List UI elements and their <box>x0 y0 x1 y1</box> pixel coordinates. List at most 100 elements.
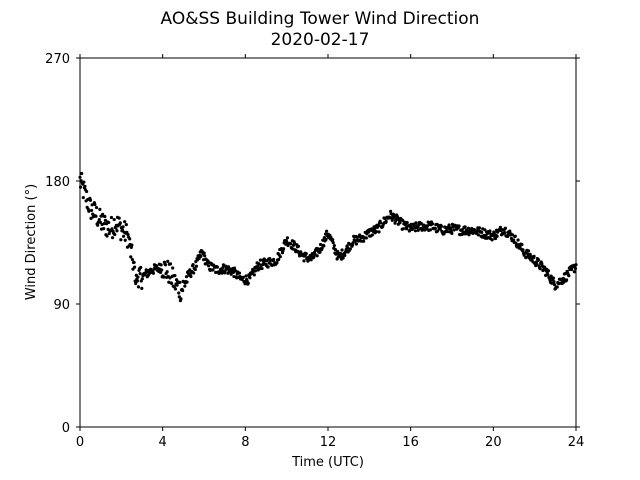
data-point <box>401 227 405 231</box>
data-point <box>447 223 451 227</box>
data-point <box>110 227 114 231</box>
data-point <box>343 253 347 258</box>
data-point <box>532 254 536 258</box>
y-axis: 0 90 180 270 <box>45 52 580 436</box>
data-point <box>173 273 177 278</box>
data-point <box>272 257 276 262</box>
data-point <box>452 228 456 232</box>
data-point <box>315 254 319 258</box>
data-point <box>405 227 409 231</box>
data-point <box>97 218 101 222</box>
data-point <box>252 273 256 277</box>
data-point <box>348 247 352 251</box>
data-point <box>90 203 94 207</box>
data-point <box>396 216 400 220</box>
y-tick-label: 0 <box>62 421 70 436</box>
data-point <box>98 207 102 211</box>
data-point <box>88 198 93 202</box>
data-point <box>121 225 125 229</box>
x-tick-label: 20 <box>485 435 502 450</box>
data-point <box>278 255 282 259</box>
data-point <box>565 278 569 282</box>
data-point <box>296 244 301 248</box>
data-point <box>121 234 126 238</box>
data-point <box>133 265 137 269</box>
data-point <box>546 273 550 277</box>
data-point <box>80 171 84 176</box>
data-point <box>376 223 381 228</box>
data-point <box>390 218 394 222</box>
data-point <box>139 265 143 270</box>
data-point <box>503 231 507 235</box>
data-point <box>510 233 515 237</box>
data-point <box>439 224 443 229</box>
data-point <box>183 284 187 288</box>
data-point <box>466 226 471 230</box>
data-point <box>302 259 306 263</box>
x-tick-label: 8 <box>241 435 249 450</box>
data-point <box>155 264 159 268</box>
data-point <box>535 262 539 266</box>
data-point <box>257 262 261 266</box>
data-point <box>103 218 107 222</box>
data-point <box>102 227 106 231</box>
data-point <box>94 205 99 210</box>
data-point <box>430 222 435 226</box>
data-point <box>546 269 551 273</box>
data-point <box>136 285 141 289</box>
data-point <box>309 258 313 262</box>
data-point <box>119 238 123 242</box>
data-point <box>325 229 329 233</box>
data-point <box>105 234 109 238</box>
data-point <box>78 185 83 189</box>
data-point <box>389 209 393 213</box>
data-point <box>393 221 397 225</box>
data-point <box>520 242 524 247</box>
data-point <box>536 258 541 262</box>
data-point <box>413 229 418 233</box>
data-point <box>483 228 487 232</box>
data-point <box>449 227 453 231</box>
data-point <box>136 275 140 279</box>
data-point <box>130 257 135 262</box>
data-point <box>120 228 125 232</box>
data-point <box>112 217 116 222</box>
data-point <box>256 264 260 268</box>
data-point <box>275 261 279 265</box>
data-point <box>221 265 225 270</box>
data-point <box>191 263 195 267</box>
data-point <box>123 220 127 224</box>
data-point <box>552 282 557 287</box>
data-point <box>241 275 245 279</box>
data-point <box>194 264 199 268</box>
data-point <box>138 272 142 276</box>
data-point <box>331 241 335 245</box>
data-point <box>220 271 224 275</box>
data-point <box>166 259 170 263</box>
data-point <box>89 216 93 220</box>
data-point <box>107 231 111 236</box>
data-point <box>572 270 576 274</box>
data-points <box>78 171 578 303</box>
chart-title: AO&SS Building Tower Wind Direction <box>161 9 480 29</box>
data-point <box>526 252 530 256</box>
data-point <box>551 276 555 280</box>
x-tick-label: 24 <box>568 435 585 450</box>
data-point <box>81 195 85 200</box>
data-point <box>313 252 317 256</box>
data-point <box>495 234 499 238</box>
data-point <box>96 223 100 227</box>
data-point <box>126 233 130 237</box>
data-point <box>110 236 115 240</box>
data-point <box>289 242 293 246</box>
data-point <box>189 274 193 279</box>
data-point <box>493 236 498 241</box>
data-point <box>89 208 94 213</box>
data-point <box>373 227 377 231</box>
data-point <box>417 223 421 227</box>
data-point <box>151 271 155 275</box>
data-point <box>569 267 574 272</box>
data-point <box>340 248 344 252</box>
data-point <box>253 269 258 273</box>
